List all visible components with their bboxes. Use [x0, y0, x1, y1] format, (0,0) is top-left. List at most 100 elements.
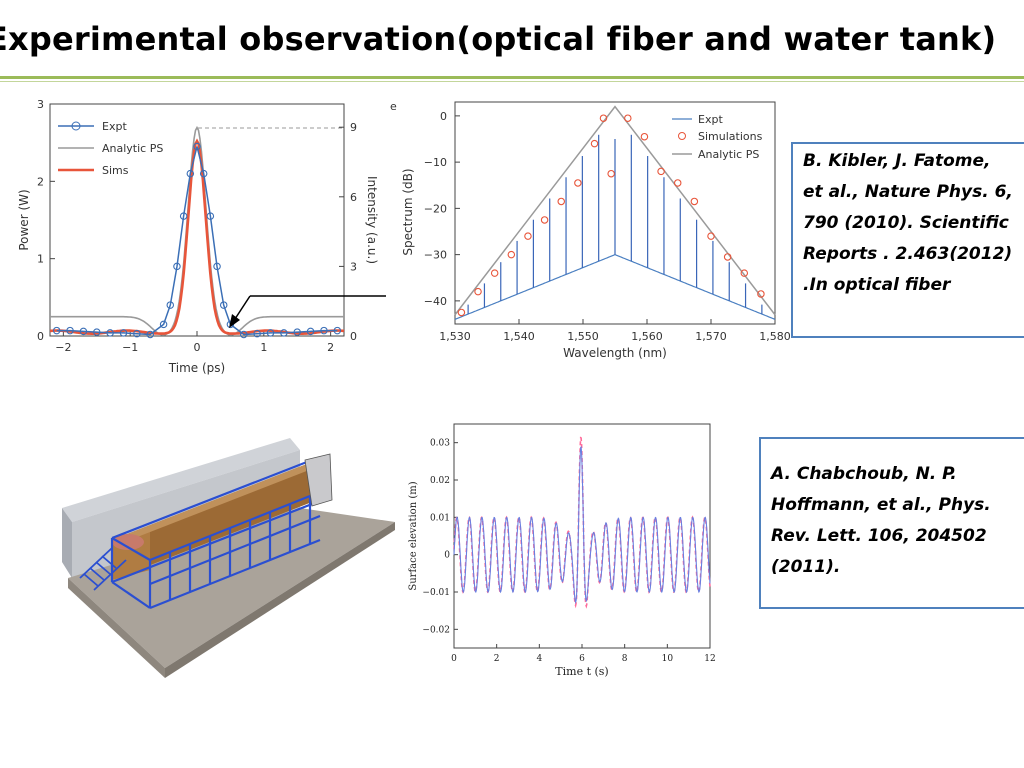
y-tick-label: 0.02: [430, 476, 450, 486]
sims-curve: [49, 138, 345, 335]
slide-title: Experimental observation(optical fiber a…: [0, 20, 997, 58]
expt-point: [146, 330, 154, 339]
y-tick-label: 2: [37, 175, 44, 188]
expt-point: [52, 326, 61, 335]
simulation-point: [574, 179, 582, 187]
simulation-point: [624, 114, 632, 122]
panel-letter: e: [390, 100, 397, 113]
expt-point: [159, 320, 168, 329]
x-tick-label: 0: [451, 654, 457, 664]
spectrum-chart: 0 −10 −20 −30 −40 1,530 1,540 1,550 1,560 1,570 1…: [401, 101, 790, 360]
expt-point: [333, 326, 342, 335]
expt-point: [119, 329, 128, 337]
simulation-point: [524, 232, 532, 240]
y-right-tick-label: 0: [350, 330, 357, 343]
x-tick-label: −1: [122, 341, 138, 354]
analytic-ps-envelope: [454, 105, 776, 316]
tank-stairs: [79, 547, 127, 591]
x-tick-label: 0: [194, 341, 201, 354]
chart2-y-label: Spectrum (dB): [401, 168, 415, 255]
x-tick-label: 6: [579, 654, 585, 664]
expt-point: [193, 142, 201, 151]
y-right-tick-label: 6: [350, 191, 357, 204]
y-right-tick-label: 3: [350, 260, 357, 273]
expt-point: [213, 262, 221, 271]
simulation-point: [690, 197, 699, 206]
x-tick-label: 1,570: [695, 330, 727, 343]
simulation-point: [673, 179, 682, 187]
y-tick-label: −0.01: [422, 588, 450, 598]
x-tick-label: 1,560: [631, 330, 663, 343]
reference-text-fiber: B. Kibler, J. Fatome, et al., Nature Phy…: [803, 151, 1013, 295]
simulation-point: [599, 114, 608, 122]
simulation-point: [540, 216, 549, 224]
simulation-point: [474, 287, 482, 296]
y-tick-label: 1: [37, 253, 44, 266]
expt-point: [79, 327, 88, 336]
expt-point: [186, 169, 195, 178]
x-tick-label: 12: [704, 654, 715, 664]
chart3-y-label: Surface elevation (m): [408, 481, 419, 590]
legend-sims: Sims: [102, 164, 129, 177]
x-tick-label: 10: [662, 654, 674, 664]
chart1-y-label: Power (W): [18, 189, 31, 250]
y-tick-label: 0: [37, 330, 44, 343]
simulation-point: [707, 232, 715, 240]
plot-frame: [454, 101, 776, 325]
legend-analytic-ps: Analytic PS: [698, 148, 759, 161]
expt-point: [266, 329, 275, 337]
tank-body-front: [112, 462, 312, 580]
chart3-x-label: Time t (s): [555, 665, 608, 678]
simulation-point: [607, 169, 615, 178]
legend-expt: Expt: [698, 113, 723, 126]
x-tick-label: −2: [55, 341, 71, 354]
x-tick-label: 2: [327, 341, 334, 354]
expt-curve: [56, 146, 338, 336]
simulation-point: [557, 197, 565, 206]
y-tick-label: 0: [440, 110, 447, 123]
title-rule: [0, 76, 1024, 79]
expt-point: [219, 301, 228, 309]
expt-point: [93, 328, 101, 336]
expt-point: [293, 328, 301, 336]
x-tick-label: 2: [494, 654, 500, 664]
y-tick-label: 0: [444, 551, 450, 561]
simulation-point: [723, 253, 732, 261]
simulation-point: [740, 269, 749, 277]
tank-back-wall: [62, 438, 300, 522]
expt-point: [173, 262, 181, 271]
expt-point: [199, 169, 208, 178]
analytic-ps-curve: [50, 125, 344, 336]
simulation-point: [590, 139, 599, 148]
expt-spectrum-base: [454, 253, 776, 320]
expt-point: [320, 326, 328, 335]
x-tick-label: 1,580: [759, 330, 790, 343]
x-tick-label: 4: [536, 654, 542, 664]
annotation-arrowhead: [229, 314, 240, 328]
y-tick-label: 0.01: [430, 513, 450, 523]
y-right-tick-label: 9: [350, 121, 357, 134]
surface-elevation-chart: 0.03 0.02 0.01 0 −0.01 −0.02 0 2 4 6 8 10 12 Time t…: [408, 423, 716, 678]
reference-box-water-tank: A. Chabchoub, N. P. Hoffmann, et al., Ph…: [759, 437, 1024, 609]
simulation-point: [757, 290, 765, 298]
x-tick-label: 8: [622, 654, 628, 664]
chart2-x-label: Wavelength (nm): [563, 346, 667, 360]
expt-point: [240, 330, 248, 339]
legend-expt: Expt: [102, 120, 127, 133]
expt-point: [66, 326, 74, 335]
x-tick-label: 1,540: [503, 330, 535, 343]
x-tick-label: 1,550: [567, 330, 599, 343]
expt-point: [106, 329, 114, 337]
chart2-legend: Expt Simulations Analytic PS: [672, 113, 763, 161]
y-tick-label: −30: [424, 249, 447, 262]
expt-point: [306, 327, 315, 336]
chart1-legend: Expt Analytic PS Sims: [58, 120, 163, 177]
reference-box-fiber: B. Kibler, J. Fatome, et al., Nature Phy…: [791, 142, 1024, 338]
water-tank-illustration: [62, 438, 395, 678]
y-tick-label: 3: [37, 98, 44, 111]
simulation-point: [640, 132, 649, 141]
simulation-point: [457, 308, 466, 317]
y-tick-label: −10: [424, 156, 447, 169]
y-tick-label: 0.03: [430, 439, 450, 449]
